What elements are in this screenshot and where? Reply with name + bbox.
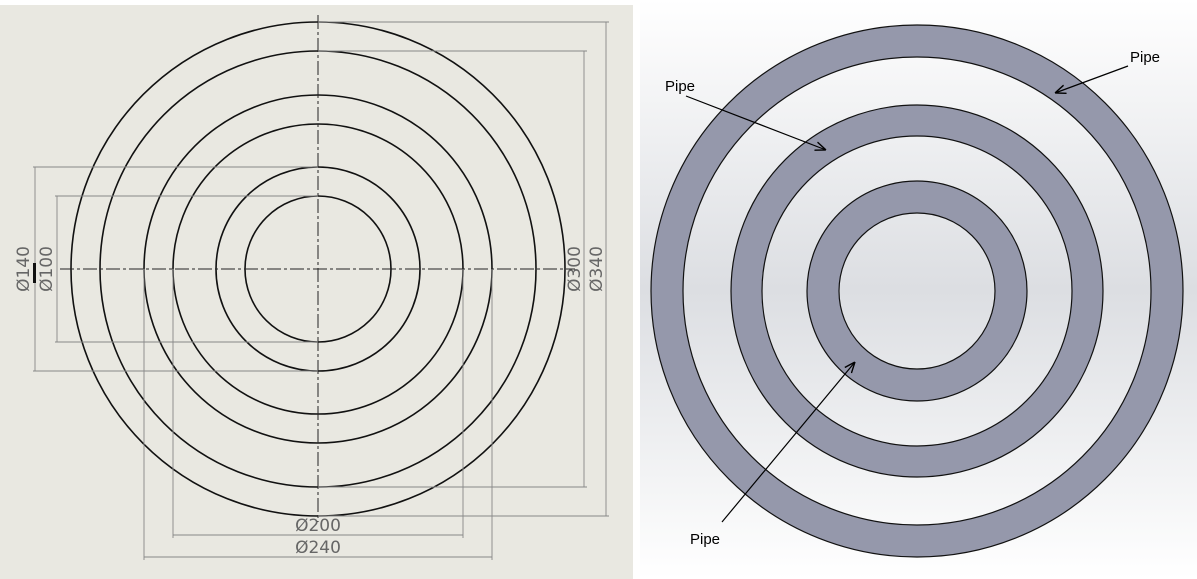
dimension-label: Ø100 [37, 246, 57, 292]
leaders [685, 65, 1129, 523]
center-lines [60, 15, 575, 522]
dimension-label: Ø340 [587, 246, 607, 292]
pipe-ring [806, 180, 1028, 402]
pipe-ring [650, 24, 1184, 558]
model-panel: Pipe Pipe Pipe [640, 0, 1197, 579]
pipe-label: Pipe [1130, 49, 1160, 66]
pipe-label: Pipe [690, 531, 720, 548]
model-background [640, 0, 1197, 579]
sketch-background [0, 5, 633, 579]
marker [33, 263, 36, 283]
pipe-ring [730, 104, 1104, 478]
dimension-label: Ø140 [14, 246, 34, 292]
dimension-label: Ø200 [295, 516, 341, 536]
pipe-label: Pipe [665, 78, 695, 95]
dimension-lines [33, 21, 609, 560]
dimension-label: Ø240 [295, 538, 341, 558]
sketch-panel: Ø140 Ø100 Ø300 Ø340 Ø200 Ø240 [0, 5, 633, 579]
dimension-label: Ø300 [565, 246, 585, 292]
